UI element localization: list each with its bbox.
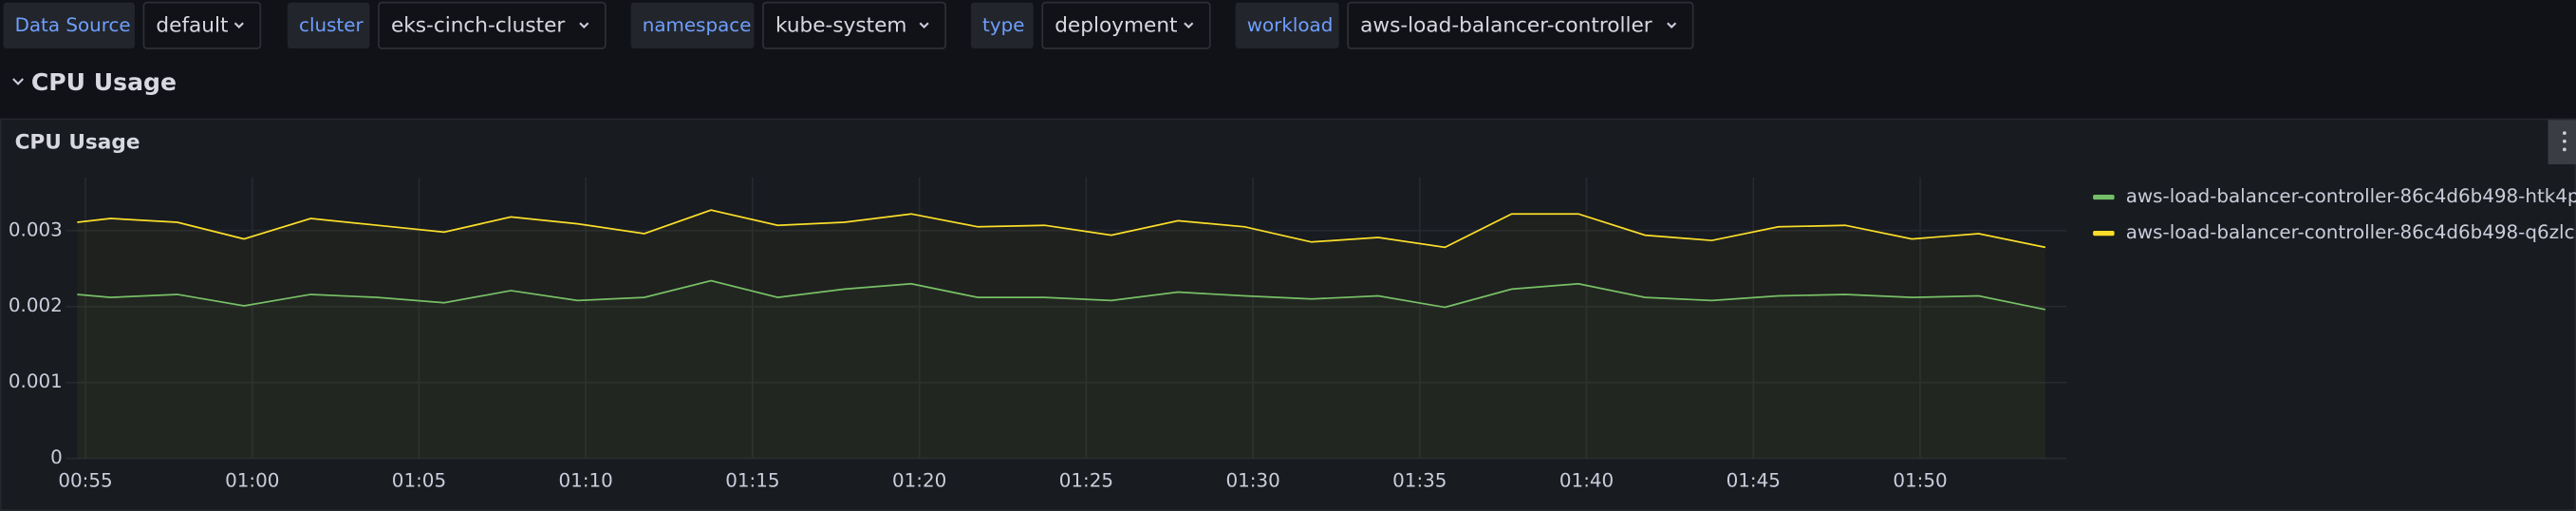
menu-dot: [2562, 131, 2567, 136]
row-title[interactable]: CPU Usage: [31, 68, 177, 96]
variable-label: type: [982, 14, 1024, 36]
legend-label[interactable]: aws-load-balancer-controller-86c4d6b498-…: [2126, 221, 2575, 243]
y-tick-label: 0.002: [9, 294, 63, 316]
variable-label: namespace: [643, 14, 752, 36]
variable-select[interactable]: [378, 1, 607, 49]
x-tick-label: 01:35: [1392, 469, 1447, 491]
y-tick-label: 0.001: [9, 370, 63, 392]
menu-dot: [2562, 139, 2567, 143]
variable-value: eks-cinch-cluster: [391, 14, 565, 38]
variable-label-box: [970, 2, 1034, 49]
select-chevron: [579, 22, 589, 29]
x-tick-label: 01:15: [725, 469, 779, 491]
legend-swatch[interactable]: [2093, 231, 2115, 237]
series-area: [77, 210, 2045, 458]
select-chevron: [233, 22, 244, 29]
row-chevron[interactable]: [12, 78, 24, 85]
variable-label: Data Source: [15, 14, 131, 36]
x-tick-label: 01:10: [559, 469, 613, 491]
x-tick-label: 01:40: [1559, 469, 1614, 491]
variable-select[interactable]: [142, 1, 262, 49]
x-tick-label: 00:55: [58, 469, 112, 491]
variable-value: kube-system: [775, 14, 907, 38]
panel: [0, 118, 2576, 511]
legend-swatch[interactable]: [2093, 194, 2115, 200]
x-tick-label: 01:30: [1225, 469, 1279, 491]
x-tick-label: 01:25: [1059, 469, 1113, 491]
x-tick-label: 01:05: [392, 469, 446, 491]
x-tick-label: 01:45: [1727, 469, 1781, 491]
panel-title: CPU Usage: [15, 131, 140, 155]
menu-dot: [2562, 147, 2567, 152]
variable-label-box: [1235, 2, 1339, 49]
x-tick-label: 01:50: [1893, 469, 1947, 491]
variable-select[interactable]: [762, 1, 946, 49]
variable-value: deployment: [1055, 14, 1177, 38]
variable-label: workload: [1247, 14, 1334, 36]
variable-select[interactable]: [1041, 1, 1211, 49]
variable-label: cluster: [299, 14, 364, 36]
panel-menu[interactable]: [2548, 120, 2576, 164]
variable-value: default: [156, 14, 228, 38]
x-tick-label: 01:00: [225, 469, 279, 491]
y-tick-label: 0.003: [9, 218, 63, 240]
legend-label[interactable]: aws-load-balancer-controller-86c4d6b498-…: [2126, 185, 2576, 207]
select-chevron: [919, 22, 929, 29]
y-tick-label: 0: [50, 446, 63, 468]
select-chevron: [1667, 22, 1677, 29]
variable-value: aws-load-balancer-controller: [1360, 14, 1652, 38]
series-line: [77, 209, 2046, 249]
x-tick-label: 01:20: [892, 469, 946, 491]
variable-select[interactable]: [1347, 1, 1694, 49]
select-chevron: [1184, 22, 1194, 29]
variable-label-box: [287, 2, 370, 49]
variable-label-box: [630, 2, 755, 49]
variable-label-box: [3, 2, 135, 49]
series-line: [77, 279, 2046, 311]
